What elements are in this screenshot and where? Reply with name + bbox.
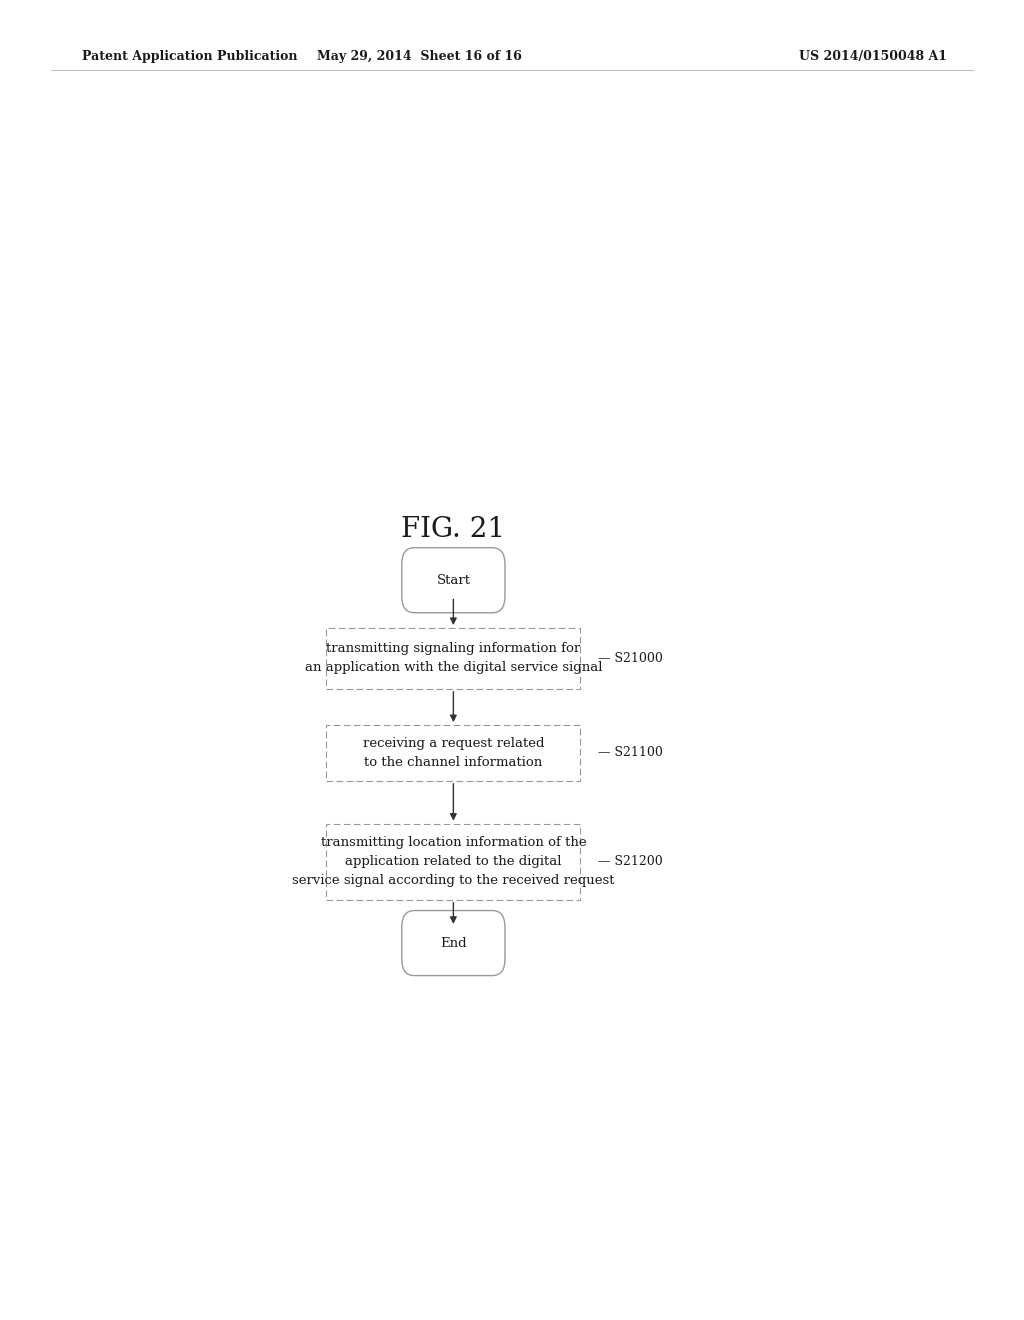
- Bar: [327, 824, 581, 900]
- Text: US 2014/0150048 A1: US 2014/0150048 A1: [799, 50, 947, 63]
- Text: — S21000: — S21000: [598, 652, 663, 665]
- FancyBboxPatch shape: [401, 548, 505, 612]
- FancyBboxPatch shape: [401, 911, 505, 975]
- Bar: [327, 628, 581, 689]
- Bar: [327, 725, 581, 781]
- Text: transmitting signaling information for
an application with the digital service s: transmitting signaling information for a…: [304, 643, 602, 675]
- Text: FIG. 21: FIG. 21: [401, 516, 506, 543]
- Text: May 29, 2014  Sheet 16 of 16: May 29, 2014 Sheet 16 of 16: [317, 50, 522, 63]
- Text: receiving a request related
to the channel information: receiving a request related to the chann…: [362, 737, 544, 770]
- Text: Patent Application Publication: Patent Application Publication: [82, 50, 297, 63]
- Text: — S21100: — S21100: [598, 747, 663, 759]
- Text: End: End: [440, 937, 467, 949]
- Text: transmitting location information of the
application related to the digital
serv: transmitting location information of the…: [292, 837, 614, 887]
- Text: Start: Start: [436, 574, 470, 586]
- Text: — S21200: — S21200: [598, 855, 663, 869]
